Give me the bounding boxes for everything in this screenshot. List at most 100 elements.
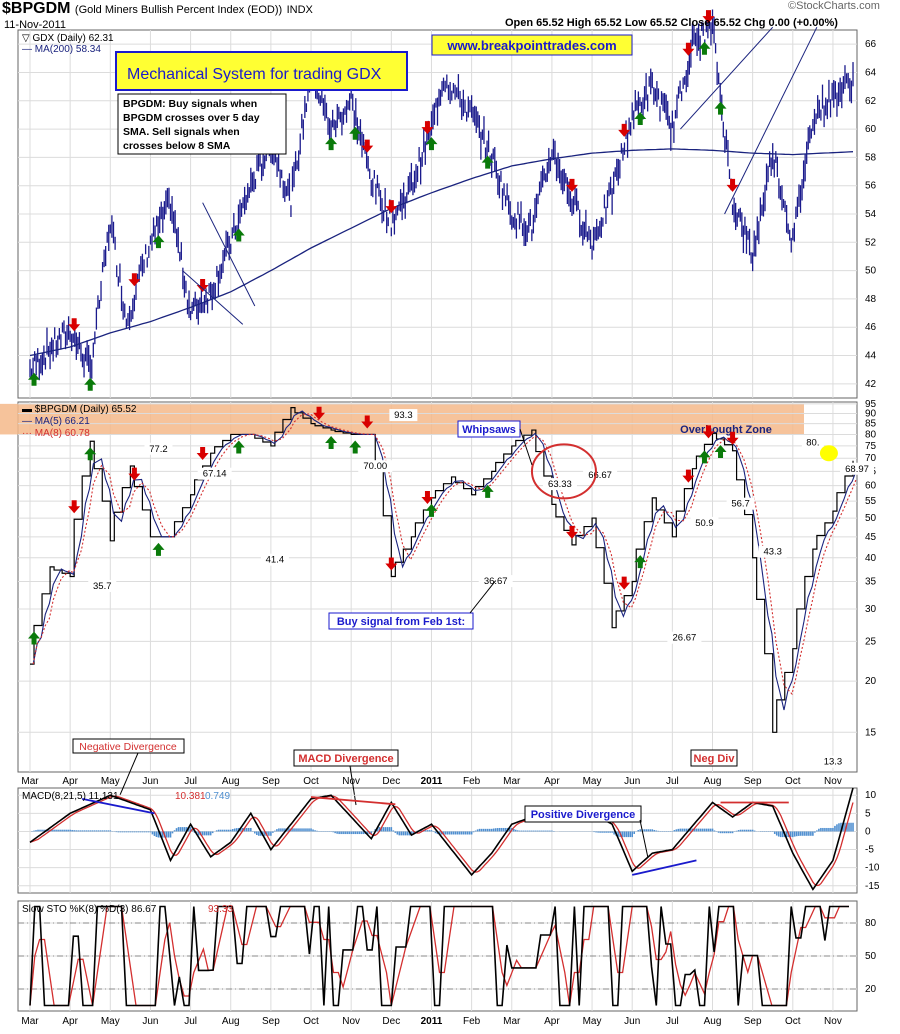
panel-macd [17,787,858,894]
symbol-name: (Gold Miners Bullish Percent Index (EOD)… [74,4,283,16]
data-label-bg [818,755,847,768]
buy-signal-arrow [425,503,438,517]
callout-line [639,819,649,859]
url-box [431,34,633,56]
price-y-tick-label: 60 [865,124,877,135]
sell-signal-arrow [361,139,374,153]
symbol: $BPGDM [2,0,71,17]
sell-signal-arrow [128,467,141,481]
sell-signal-arrow [361,415,374,429]
rules-line: SMA. Sell signals when [123,126,240,138]
buy-signal-box [328,612,474,630]
month-tick-label: Nov [824,1016,842,1027]
macd-y-tick-label: -10 [865,863,880,874]
price-y-tick-label: 42 [865,379,877,390]
sell-signal-arrow [726,178,739,192]
sell-signal-arrow [196,446,209,460]
month-tick-label: 2011 [421,1016,443,1027]
month-tick-label: Aug [704,1016,722,1027]
month-tick-label: Aug [704,776,722,787]
bpgdm-y-tick-label: 90 [865,408,877,419]
sto-y-tick-label: 50 [865,951,877,962]
bpgdm-y-tick-label: 60 [865,481,877,492]
data-label-bg [801,436,824,449]
buy-signal-arrow [325,137,338,151]
rules-line: BPGDM crosses over 5 day [123,112,260,124]
price-legend-ma200: — MA(200) 58.34 [22,44,101,55]
data-label: 63.33 [548,479,572,490]
data-label-bg [726,497,755,510]
bpgdm-y-tick-label: 55 [865,496,877,507]
macd-y-tick-label: -5 [865,845,874,856]
whipsaw-circle [530,443,597,500]
sto-d-line [29,905,849,1007]
bpgdm-y-tick-label: 35 [865,577,877,588]
buy-signal-arrow [714,444,727,458]
data-label: 93.3 [394,410,413,421]
month-tick-label: Feb [463,776,481,787]
trendline [182,270,244,325]
month-tick-label: Apr [544,776,560,787]
bpgdm-y-tick-label: 20 [865,676,877,687]
month-tick-label: Jun [624,776,640,787]
url-text: www.breakpointtrades.com [446,38,616,53]
stockcharts-logo: ©StockCharts.com [788,0,880,12]
price-y-tick-label: 46 [865,322,877,333]
ohlc-readout: Open 65.52 High 65.52 Low 65.52 Close 65… [505,17,838,29]
neg-div2-label: Neg Div [694,753,736,765]
sell-signal-arrow [196,279,209,293]
price-y-tick-label: 54 [865,209,877,220]
price-y-tick-label: 48 [865,294,877,305]
sell-signal-arrow [682,469,695,483]
sell-signal-arrow [702,425,715,439]
exchange: INDX [286,4,313,16]
bpgdm-y-tick-label: 95 [865,399,877,410]
sell-signal-arrow [565,178,578,192]
buy-signal-arrow [28,631,41,645]
data-label-bg [260,553,289,566]
buy-signal-arrow [152,542,165,556]
data-label-bg [542,478,577,491]
buy-signal-arrow [634,112,647,126]
neg-div2-box [690,749,738,767]
month-tick-label: Jun [142,776,158,787]
month-tick-label: Jul [666,776,679,787]
month-tick-label: Jul [666,1016,679,1027]
chart-date: 11-Nov-2011 [4,19,66,31]
sell-signal-arrow [385,557,398,571]
callout-line [349,765,357,806]
macd-y-tick-label: 10 [865,790,877,801]
bp-legend-ma8: ··· MA(8) 60.78 [22,428,90,439]
bp-legend-main: ▬ $BPGDM (Daily) 65.52 [22,404,137,415]
sell-signal-arrow [385,200,398,214]
data-label: 43.3 [763,547,782,558]
macd-legend-hist: 0.749 [205,791,230,802]
month-tick-label: Jul [184,1016,197,1027]
bpgdm-y-tick-label: 25 [865,636,877,647]
macd-legend: MACD(8,21,5) 11.131 [22,791,119,802]
data-label: 13.3 [824,757,843,768]
bpgdm-y-tick-label: 50 [865,513,877,524]
panel-bp [17,401,858,773]
bpgdm-y-tick-label: 40 [865,553,877,564]
divergence-line [310,796,396,806]
macd-div-box [293,749,399,767]
data-label: 77.2 [149,444,168,455]
bpgdm-y-tick-label: 45 [865,532,877,543]
sell-signal-arrow [726,431,739,445]
sell-signal-arrow [68,318,81,332]
neg-div-box [72,738,185,754]
bpgdm-y-tick-label: 80 [865,429,877,440]
overbought-label: Overbought Zone [680,424,772,436]
month-tick-label: Oct [785,776,801,787]
buy-signal-arrow [28,372,41,386]
sell-signal-arrow [421,490,434,504]
rules-line: crosses below 8 SMA [123,140,231,152]
data-label-bg [88,580,117,593]
gdx-price-bars [29,9,854,381]
sell-signal-arrow [313,406,326,420]
data-label: 56.7 [731,499,750,510]
buy-signal-arrow [714,101,727,115]
price-y-tick-label: 52 [865,237,877,248]
